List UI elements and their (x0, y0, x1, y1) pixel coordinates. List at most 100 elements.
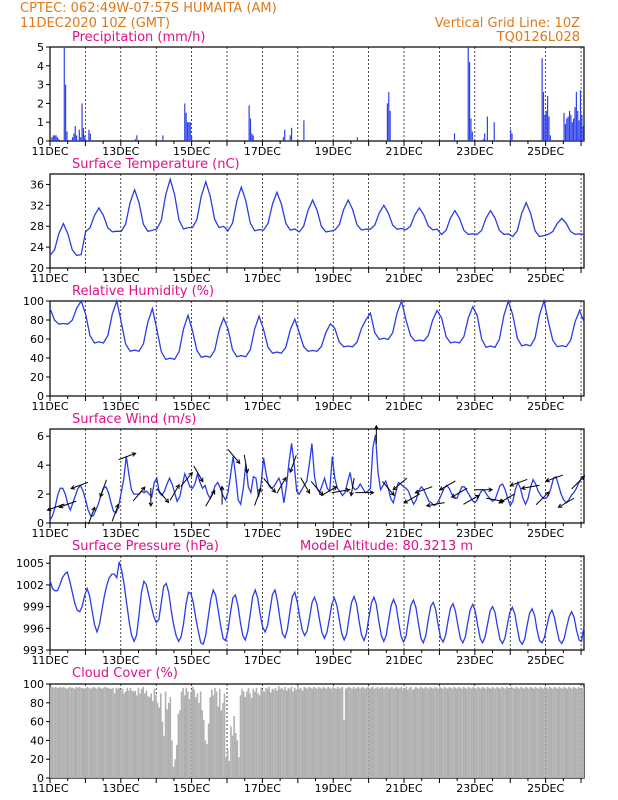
wind-arrow-head (390, 491, 395, 496)
wind-arrow-head (91, 506, 96, 512)
cloud-bar (550, 687, 553, 778)
wind-arrow (392, 477, 408, 491)
cloud-bar (370, 687, 372, 778)
cloud-bar (450, 687, 452, 778)
cloud-bar (486, 686, 489, 778)
cloud-bar (316, 688, 318, 778)
pres-x-tick-label: 23DEC (456, 654, 493, 667)
cloud-bar (426, 687, 428, 778)
temp-y-tick-label: 24 (30, 241, 44, 254)
cloud-bar (553, 686, 556, 778)
cloud-bar (78, 686, 81, 778)
cloud-bar (338, 688, 341, 778)
cloud-bar (386, 686, 388, 778)
cloud-bar (110, 688, 113, 778)
pres-x-tick-label: 21DEC (385, 654, 422, 667)
cloud-bar (399, 687, 401, 778)
wind-arrow-shaft (426, 502, 445, 507)
cloud-bar (187, 691, 189, 778)
cloud-bar (101, 688, 103, 778)
pres-y-tick-label: 1005 (16, 557, 44, 570)
cloud-bar (384, 687, 387, 778)
wind-arrow-head (244, 468, 250, 474)
wind-arrow-head (499, 498, 505, 504)
precip-panel (46, 46, 585, 146)
cloud-bar (64, 687, 66, 778)
precip-bar (84, 135, 86, 141)
cloud-bar (156, 702, 159, 778)
cloud-bar (418, 688, 420, 778)
cloud-bar (209, 697, 211, 778)
precip-bar (486, 116, 488, 141)
cloud-bar (236, 740, 239, 778)
wind-arrow-head (438, 486, 444, 491)
cloud-bar (139, 693, 141, 778)
cloud-bar (499, 688, 502, 778)
cloud-bar (378, 688, 380, 778)
wind-x-tick-label: 19DEC (315, 527, 352, 540)
cloud-bar (427, 688, 430, 778)
cloud-bar (456, 688, 459, 778)
wind-arrow-head (345, 487, 351, 493)
wind-arrow (520, 484, 540, 491)
cloud-bar (262, 690, 264, 778)
cloud-bar (150, 693, 153, 778)
wind-arrow-head (520, 485, 526, 491)
wind-arrow-shaft (463, 494, 480, 505)
cloud-bar (325, 688, 328, 778)
cloud-bar (494, 688, 497, 778)
cloud-bar (529, 686, 532, 778)
cloud-bar (354, 688, 357, 778)
grid-note: Vertical Grid Line: 10Z (434, 16, 580, 31)
cloud-bar (174, 759, 176, 778)
wind-x-tick-label: 15DEC (173, 527, 210, 540)
wind-arrow-shaft (510, 478, 528, 487)
cloud-bar (440, 687, 443, 778)
wind-arrow (148, 487, 154, 508)
cloud-y-tick-label: 40 (30, 734, 44, 747)
precip-bar (579, 90, 582, 141)
wind-arrow (509, 478, 528, 487)
cloud-bar (250, 698, 253, 778)
cloud-bar (215, 691, 218, 778)
cloud-bar (536, 687, 538, 778)
precip-bar (570, 114, 572, 141)
cloud-bar (513, 688, 516, 778)
cloud-bar (257, 693, 259, 778)
cloud-bar (505, 686, 508, 778)
precip-bar (544, 114, 546, 141)
wind-y-tick-label: 0 (37, 517, 44, 530)
wind-arrow-head (70, 485, 76, 490)
precip-bar (386, 103, 388, 141)
cloud-bar (88, 687, 90, 778)
wind-arrow (276, 476, 287, 494)
cloud-bar (483, 687, 486, 778)
cloud-bar (493, 687, 495, 778)
precip-bar (581, 114, 583, 141)
wind-arrow-head (544, 477, 550, 483)
cloud-bar (438, 686, 441, 778)
cloud-bar (69, 686, 71, 778)
precip-bar (453, 133, 456, 141)
cloud-bar (91, 687, 94, 778)
run-date: 11DEC2020 10Z (GMT) (20, 16, 171, 31)
cloud-bar (453, 686, 455, 778)
cloud-bar (258, 695, 261, 778)
cloud-bar (113, 693, 116, 778)
pres-x-tick-label: 17DEC (244, 654, 281, 667)
cloud-bar (343, 719, 345, 778)
wind-arrow (382, 481, 395, 496)
cloud-bar (324, 687, 326, 778)
cloud-bar (517, 687, 519, 778)
cloud-bar (234, 732, 237, 778)
cloud-bar (407, 689, 409, 778)
cloud-bar (416, 687, 419, 778)
cloud-bar (313, 686, 315, 778)
cloud-bar (265, 687, 267, 778)
cloud-bar (564, 687, 567, 778)
rh-frame (49, 300, 585, 397)
precip-x-tick-label: 21DEC (385, 145, 422, 158)
wind-arrow (111, 503, 120, 522)
cloud-bar (273, 689, 275, 778)
cloud-x-tick-label: 13DEC (102, 782, 139, 795)
